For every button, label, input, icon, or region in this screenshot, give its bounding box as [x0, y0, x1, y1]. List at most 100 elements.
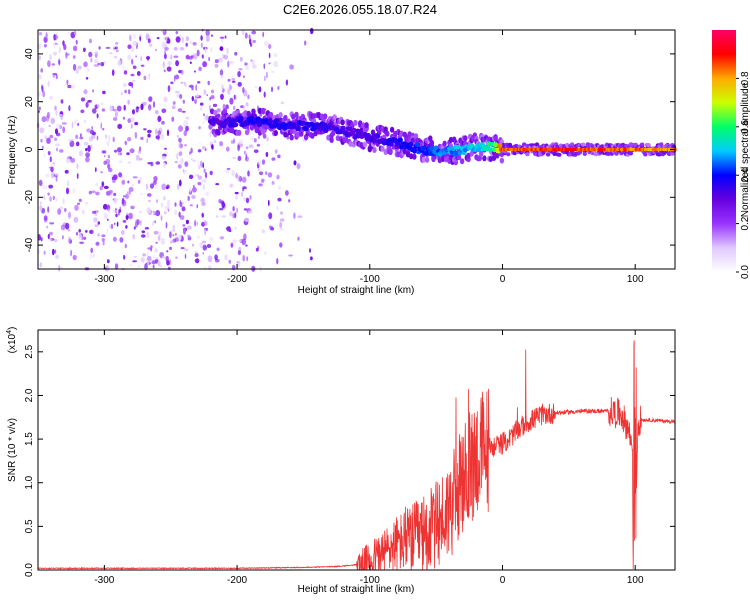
x-tick-label: 0 — [500, 274, 506, 285]
spectrogram-cell — [224, 254, 228, 261]
spectrogram-cell — [184, 161, 189, 167]
spectrogram-cell — [59, 206, 64, 209]
spectrogram-cell — [162, 61, 165, 69]
spectrogram-cell — [135, 154, 140, 161]
spectrogram-cell — [225, 169, 229, 173]
spectrogram-cell — [64, 169, 69, 174]
spectrogram-cell — [78, 198, 82, 202]
spectrogram-cell — [164, 47, 169, 51]
spectrogram-cell — [249, 38, 252, 45]
spectrogram-cell — [90, 144, 93, 149]
spectrogram-cell — [242, 75, 245, 78]
spectrogram-cell — [60, 99, 64, 104]
spectrogram-cell — [247, 94, 250, 100]
spectrogram-cell — [95, 241, 100, 246]
spectrogram-cell — [121, 230, 125, 235]
spectrogram-cell — [237, 81, 242, 87]
spectrogram-cell — [146, 207, 151, 214]
spectrogram-cell — [276, 206, 279, 211]
spectrogram-cell — [271, 86, 273, 93]
spectrogram-cell — [178, 137, 182, 143]
spectrogram-cell — [122, 64, 125, 71]
spectrogram-cell — [257, 108, 263, 114]
x-tick-label: -300 — [94, 274, 114, 285]
spectrogram-cell — [118, 172, 122, 178]
spectrogram-cell — [59, 114, 63, 117]
spectrogram-cell — [170, 54, 173, 60]
spectrogram-cell — [80, 109, 85, 114]
spectrogram-cell — [101, 181, 105, 188]
x-tick-label: 0 — [500, 575, 506, 586]
spectrogram-cell — [194, 219, 196, 227]
spectrogram-cell — [224, 35, 227, 39]
spectrogram-cell — [501, 142, 506, 147]
spectrogram-cell — [72, 45, 78, 52]
spectrogram-cell — [73, 119, 78, 126]
spectrogram-cell — [92, 131, 96, 136]
spectrogram-cell — [49, 54, 52, 61]
spectrogram-cell — [184, 248, 189, 251]
spectrogram-cell — [201, 212, 204, 218]
spectrogram-cell — [83, 236, 87, 240]
spectrogram-cell — [185, 36, 189, 42]
spectrogram-cell — [165, 151, 168, 155]
spectrogram-cell — [113, 44, 115, 52]
spectrogram-cell — [133, 226, 136, 230]
spectrogram-cell — [198, 165, 201, 170]
spectrogram-cell — [152, 101, 156, 108]
spectrogram-cell — [48, 124, 51, 128]
spectrogram-cell — [271, 180, 275, 185]
spectrogram-cell — [47, 80, 50, 87]
spectrogram-cell — [253, 149, 259, 153]
spectrogram-cell — [219, 46, 224, 51]
spectrogram-cell — [491, 155, 497, 161]
spectrogram-cell — [161, 120, 165, 125]
spectrogram-cell — [126, 212, 129, 216]
spectrogram-cell — [73, 188, 75, 194]
spectrogram-cell — [598, 150, 603, 155]
spectrogram-cell — [65, 187, 70, 195]
spectrogram-cell — [237, 129, 242, 136]
spectrogram-cell — [112, 174, 118, 181]
spectrogram-cell — [196, 221, 199, 226]
spectrogram-cell — [75, 39, 78, 45]
spectrogram-cell — [186, 225, 192, 230]
spectrogram-cell — [310, 256, 313, 261]
spectrogram-cell — [69, 140, 75, 148]
spectrogram-cell — [209, 130, 212, 138]
spectrogram-cell — [184, 253, 187, 259]
spectrogram-cell — [240, 143, 243, 147]
spectrogram-cell — [283, 114, 288, 121]
spectrogram-cell — [39, 262, 43, 268]
spectrogram-cell — [130, 46, 135, 53]
spectrogram-cell — [41, 84, 43, 90]
spectrogram-ridge-cell — [271, 123, 277, 129]
spectrogram-cell — [237, 260, 241, 268]
spectrogram-cell — [262, 133, 267, 139]
spectrogram-cell — [228, 259, 232, 264]
spectrogram-cell — [152, 264, 155, 269]
spectrogram-cell — [229, 211, 233, 217]
spectrogram-cell — [164, 205, 170, 211]
spectrogram-cell — [105, 134, 108, 139]
spectrogram-cell — [221, 215, 226, 218]
spectrogram-cell — [183, 119, 189, 127]
spectrogram-cell — [74, 30, 77, 36]
spectrogram-cell — [157, 260, 161, 267]
spectrogram-cell — [277, 185, 282, 190]
spectrogram-cell — [163, 196, 166, 201]
spectrogram-cell — [110, 223, 114, 230]
spectrogram-ridge-cell — [429, 146, 435, 152]
spectrogram-cell — [100, 122, 103, 130]
spectrogram-cell — [83, 47, 86, 52]
colorbar: 0.0 0.2 0.4 0.6 0.8 Normalized spectral ampl… — [712, 30, 750, 279]
spectrogram-cell — [104, 60, 107, 64]
spectrogram-cell — [212, 103, 218, 107]
spectrogram-cell — [70, 249, 73, 257]
spectrogram-cell — [643, 152, 648, 157]
spectrogram-cell — [184, 83, 188, 88]
spectrogram-cell — [409, 153, 414, 160]
spectrogram-cell — [219, 36, 225, 39]
spectrogram-cell — [39, 127, 45, 134]
spectrogram-cell — [192, 42, 197, 46]
